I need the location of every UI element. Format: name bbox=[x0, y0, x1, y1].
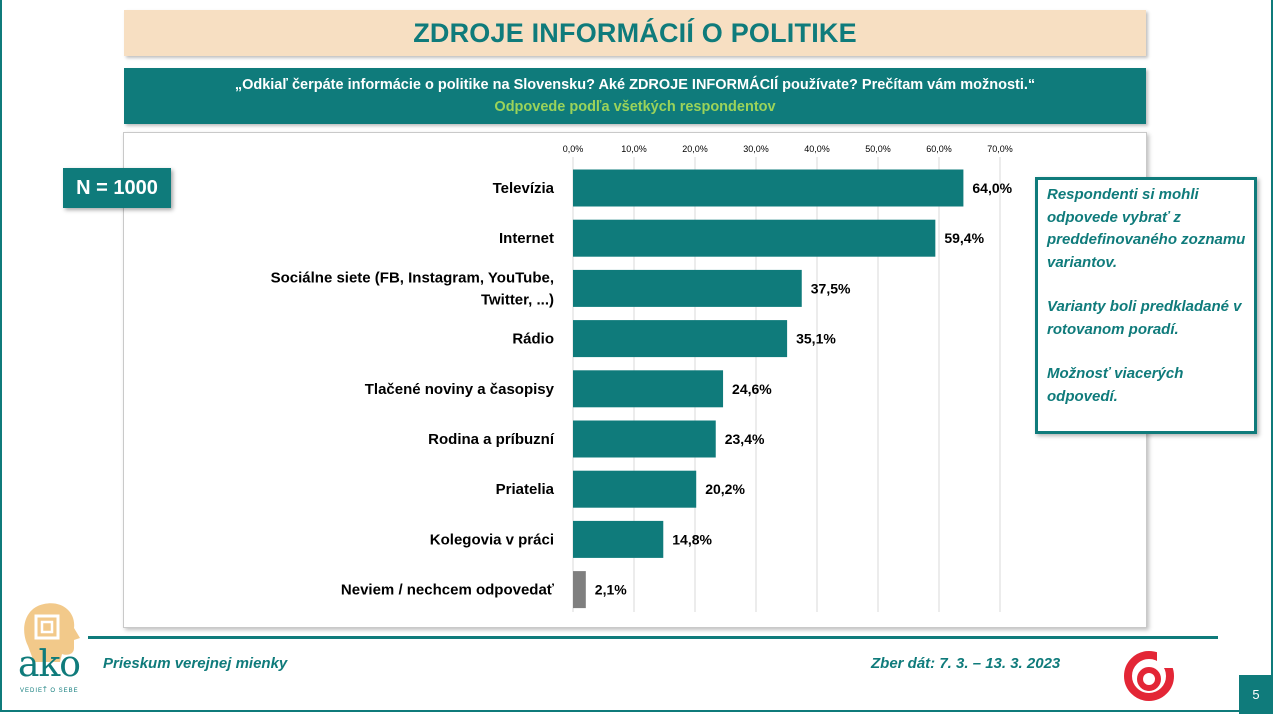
survey-question: „Odkiaľ čerpáte informácie o politike na… bbox=[234, 77, 1036, 93]
footer-collection-dates: Zber dát: 7. 3. – 13. 3. 2023 bbox=[871, 655, 1061, 672]
note-paragraph-2: Varianty boli predkladané v rotovanom po… bbox=[1047, 298, 1242, 338]
methodology-note: Respondenti si mohli odpovede vybrať z p… bbox=[1035, 177, 1257, 434]
category-label: Rodina a príbuzní bbox=[428, 431, 555, 448]
x-tick-label: 30,0% bbox=[743, 144, 769, 154]
page-title: ZDROJE INFORMÁCIÍ O POLITIKE bbox=[124, 10, 1146, 56]
x-tick-label: 0,0% bbox=[563, 144, 584, 154]
category-label: Neviem / nechcem odpovedať bbox=[341, 582, 555, 599]
footer-survey-name: Prieskum verejnej mienky bbox=[103, 655, 288, 672]
respondents-subtitle: Odpovede podľa všetkých respondentov bbox=[494, 99, 776, 115]
bar bbox=[573, 520, 664, 558]
x-tick-label: 20,0% bbox=[682, 144, 708, 154]
footer-divider bbox=[88, 636, 1218, 639]
x-tick-label: 60,0% bbox=[926, 144, 952, 154]
bar bbox=[573, 219, 936, 257]
x-tick-label: 10,0% bbox=[621, 144, 647, 154]
value-label: 64,0% bbox=[972, 180, 1012, 196]
category-label: Tlačené noviny a časopisy bbox=[365, 381, 555, 398]
partner-swirl-logo-icon bbox=[1124, 651, 1174, 701]
x-tick-label: 40,0% bbox=[804, 144, 830, 154]
bar bbox=[573, 571, 586, 609]
bar bbox=[573, 169, 964, 207]
page-number: 5 bbox=[1239, 675, 1273, 714]
x-tick-label: 50,0% bbox=[865, 144, 891, 154]
value-label: 2,1% bbox=[595, 582, 627, 598]
ako-logo-text: ako bbox=[18, 644, 81, 685]
value-label: 24,6% bbox=[732, 381, 772, 397]
x-tick-label: 70,0% bbox=[987, 144, 1013, 154]
category-label: Rádio bbox=[512, 331, 554, 348]
category-label: Priatelia bbox=[496, 481, 555, 498]
bar bbox=[573, 320, 788, 358]
category-label: Internet bbox=[499, 230, 554, 247]
question-banner: „Odkiaľ čerpáte informácie o politike na… bbox=[124, 68, 1146, 124]
note-paragraph-1: Respondenti si mohli odpovede vybrať z p… bbox=[1047, 186, 1246, 271]
value-label: 23,4% bbox=[725, 431, 765, 447]
value-label: 14,8% bbox=[672, 531, 712, 547]
category-label: Kolegovia v práci bbox=[430, 531, 554, 548]
sample-size-badge: N = 1000 bbox=[63, 168, 171, 208]
ako-logo-tagline: VEDIEŤ O SEBE bbox=[20, 688, 79, 694]
bar bbox=[573, 269, 802, 307]
ako-head-logo-icon bbox=[24, 603, 81, 662]
bar bbox=[573, 470, 697, 508]
value-label: 20,2% bbox=[705, 481, 745, 497]
value-label: 35,1% bbox=[796, 331, 836, 347]
category-label: Televízia bbox=[493, 180, 555, 197]
bar bbox=[573, 370, 724, 408]
note-paragraph-3: Možnosť viacerých odpovedí. bbox=[1047, 365, 1184, 405]
bar bbox=[573, 420, 716, 458]
value-label: 59,4% bbox=[944, 230, 984, 246]
category-label: Sociálne siete (FB, Instagram, YouTube, T… bbox=[271, 269, 554, 308]
value-label: 37,5% bbox=[811, 280, 851, 296]
